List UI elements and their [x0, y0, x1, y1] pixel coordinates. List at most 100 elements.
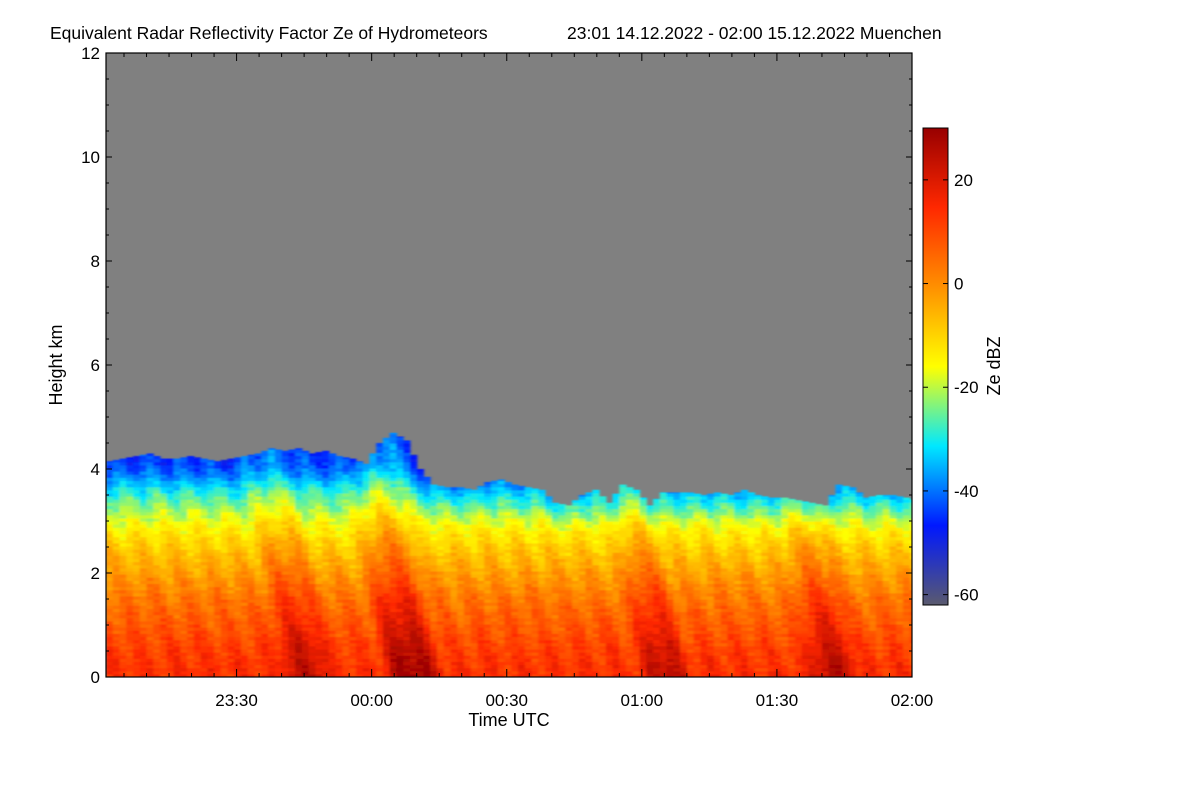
heatmap-cell — [261, 458, 269, 463]
heatmap-cell — [227, 670, 235, 675]
heatmap-cell — [342, 623, 350, 628]
heatmap-cell — [180, 673, 188, 677]
heatmap-cell — [220, 617, 229, 622]
heatmap-cell — [180, 457, 188, 460]
heatmap-cell — [220, 524, 229, 528]
heatmap-cell — [247, 623, 256, 628]
heatmap-cell — [112, 567, 121, 572]
heatmap-cell — [308, 489, 316, 494]
heatmap-cell — [119, 496, 127, 500]
heatmap-cell — [335, 652, 343, 656]
heatmap-cell — [295, 673, 303, 677]
heatmap-cell — [241, 623, 249, 628]
heatmap-cell — [227, 539, 235, 544]
heatmap-cell — [187, 536, 195, 541]
heatmap-cell — [214, 511, 222, 516]
heatmap-cell — [180, 595, 188, 600]
heatmap-cell — [139, 471, 148, 475]
heatmap-cell — [355, 673, 364, 677]
heatmap-cell — [207, 524, 215, 528]
heatmap-cell — [166, 658, 175, 662]
heatmap-cell — [342, 608, 350, 613]
heatmap-cell — [288, 586, 296, 591]
heatmap-cell — [288, 502, 296, 506]
heatmap-cell — [173, 673, 181, 677]
heatmap-cell — [146, 617, 154, 622]
heatmap-cell — [207, 539, 215, 544]
heatmap-cell — [247, 661, 256, 666]
heatmap-cell — [322, 614, 330, 619]
heatmap-cell — [187, 496, 195, 500]
heatmap-cell — [308, 599, 316, 603]
heatmap-cell — [214, 514, 222, 519]
heatmap-cell — [126, 558, 134, 563]
heatmap-cell — [335, 655, 343, 659]
heatmap-cell — [234, 489, 242, 494]
heatmap-cell — [207, 489, 215, 494]
heatmap-cell — [187, 456, 195, 460]
heatmap-cell — [207, 536, 215, 541]
heatmap-cell — [153, 642, 161, 647]
heatmap-cell — [220, 633, 229, 638]
heatmap-cell — [261, 558, 269, 563]
heatmap-cell — [247, 673, 256, 677]
heatmap-cell — [322, 450, 330, 453]
heatmap-cell — [342, 645, 350, 650]
heatmap-cell — [335, 561, 343, 566]
heatmap-cell — [126, 474, 134, 478]
heatmap-cell — [241, 614, 249, 619]
heatmap-cell — [220, 492, 229, 497]
heatmap-cell — [112, 583, 121, 588]
heatmap-cell — [261, 542, 269, 547]
heatmap-cell — [376, 443, 384, 447]
heatmap-cell — [153, 486, 161, 491]
heatmap-cell — [261, 461, 269, 466]
heatmap-cell — [133, 599, 141, 603]
heatmap-cell — [200, 667, 208, 672]
heatmap-cell — [220, 630, 229, 634]
heatmap-cell — [119, 502, 127, 506]
heatmap-cell — [315, 648, 323, 653]
heatmap-cell — [281, 658, 289, 662]
heatmap-cell — [153, 633, 161, 638]
heatmap-cell — [322, 533, 330, 538]
heatmap-cell — [288, 496, 296, 500]
heatmap-cell — [112, 467, 121, 472]
heatmap-cell — [214, 517, 222, 522]
heatmap-cell — [160, 623, 168, 628]
heatmap-cell — [268, 564, 276, 569]
heatmap-cell — [126, 577, 134, 581]
heatmap-cell — [315, 502, 323, 506]
heatmap-cell — [214, 570, 222, 575]
heatmap-cell — [315, 552, 323, 556]
heatmap-cell — [106, 496, 114, 500]
heatmap-cell — [241, 489, 249, 494]
heatmap-cell — [180, 477, 188, 482]
heatmap-cell — [106, 542, 114, 547]
heatmap-cell — [227, 586, 235, 591]
heatmap-cell — [301, 450, 310, 453]
heatmap-cell — [160, 530, 168, 535]
heatmap-cell — [106, 583, 114, 588]
heatmap-cell — [173, 477, 181, 482]
heatmap-cell — [322, 458, 330, 463]
heatmap-cell — [301, 467, 310, 472]
heatmap-cell — [315, 670, 323, 675]
heatmap-cell — [133, 633, 141, 638]
heatmap-cell — [295, 658, 303, 662]
heatmap-cell — [187, 673, 195, 677]
heatmap-cell — [187, 464, 195, 469]
heatmap-cell — [281, 486, 289, 491]
heatmap-cell — [214, 480, 222, 485]
heatmap-cell — [295, 599, 303, 603]
heatmap-cell — [274, 480, 283, 485]
heatmap-cell — [281, 655, 289, 659]
heatmap-cell — [281, 555, 289, 560]
heatmap-cell — [328, 570, 337, 575]
heatmap-cell — [328, 542, 337, 547]
heatmap-cell — [214, 645, 222, 650]
heatmap-cell — [173, 486, 181, 491]
heatmap-cell — [308, 502, 316, 506]
heatmap-cell — [153, 564, 161, 569]
heatmap-cell — [342, 595, 350, 600]
